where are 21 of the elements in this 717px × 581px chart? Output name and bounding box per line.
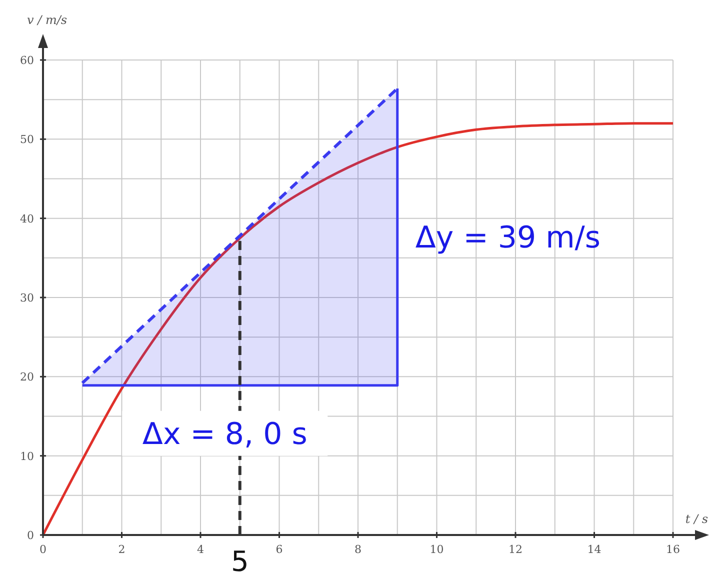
x-tick-label: 6 [276, 543, 283, 556]
annotation: Δy = 39 m/s [415, 220, 601, 256]
x-tick-label: 14 [587, 543, 602, 556]
y-axis-title: v / m/s [27, 13, 68, 27]
text: 5 [230, 545, 249, 578]
x-tick-label: 0 [40, 543, 46, 556]
x-tick-label: 10 [430, 543, 444, 556]
x-axis-title: t / s [685, 512, 708, 526]
y-tick-label: 20 [20, 370, 34, 384]
x-tick-label: 8 [354, 543, 362, 556]
annotation: Δx = 8, 0 s [142, 416, 308, 452]
y-tick-label: 10 [20, 450, 34, 463]
y-tick-label: 0 [27, 529, 34, 542]
y-tick-label: 50 [20, 133, 34, 146]
x-tick-label: 12 [508, 543, 522, 556]
x-tick-label: 16 [666, 543, 680, 556]
x-tick-label: 4 [197, 543, 204, 556]
x-tick-label: 2 [118, 543, 126, 556]
y-tick-label: 30 [20, 292, 34, 304]
y-tick-label: 40 [20, 212, 34, 226]
y-tick-label: 60 [20, 54, 34, 67]
